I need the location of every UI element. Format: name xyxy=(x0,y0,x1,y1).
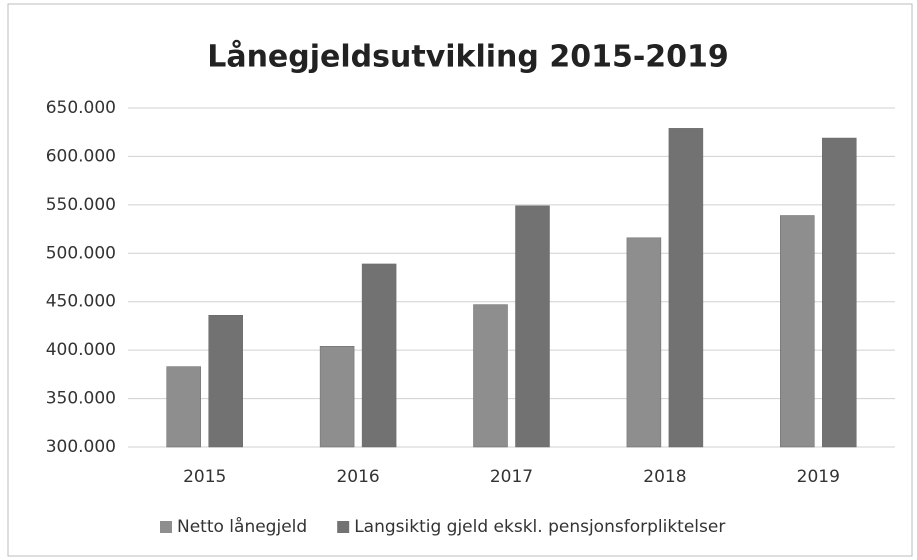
x-tick-label: 2019 xyxy=(797,467,840,487)
y-tick-label: 650.000 xyxy=(46,98,116,118)
bar xyxy=(361,263,397,448)
x-tick-label: 2016 xyxy=(336,467,379,487)
bar xyxy=(166,366,201,448)
y-tick-label: 500.000 xyxy=(46,243,116,263)
bar xyxy=(780,215,815,448)
y-tick-label: 450.000 xyxy=(46,292,116,312)
x-tick-label: 2017 xyxy=(490,467,533,487)
chart-title: Lånegjeldsutvikling 2015-2019 xyxy=(207,39,729,75)
legend-label: Netto lånegjeld xyxy=(177,516,307,537)
legend-swatch xyxy=(337,521,350,533)
bar xyxy=(626,237,662,448)
bar xyxy=(208,315,243,448)
y-tick-label: 400.000 xyxy=(46,340,116,360)
y-tick-label: 350.000 xyxy=(46,389,116,409)
y-tick-label: 550.000 xyxy=(46,195,116,215)
legend-label: Langsiktig gjeld ekskl. pensjonsforplikt… xyxy=(354,517,725,537)
y-tick-label: 600.000 xyxy=(46,146,116,166)
bar xyxy=(822,137,857,448)
legend-swatch xyxy=(160,521,172,533)
x-tick-label: 2018 xyxy=(643,467,686,487)
bar xyxy=(473,304,508,448)
bar xyxy=(319,346,355,448)
y-tick-label: 300.000 xyxy=(46,437,116,457)
bar xyxy=(515,205,550,448)
bar xyxy=(668,128,704,448)
chart-border xyxy=(7,3,913,557)
x-tick-label: 2015 xyxy=(183,467,226,487)
